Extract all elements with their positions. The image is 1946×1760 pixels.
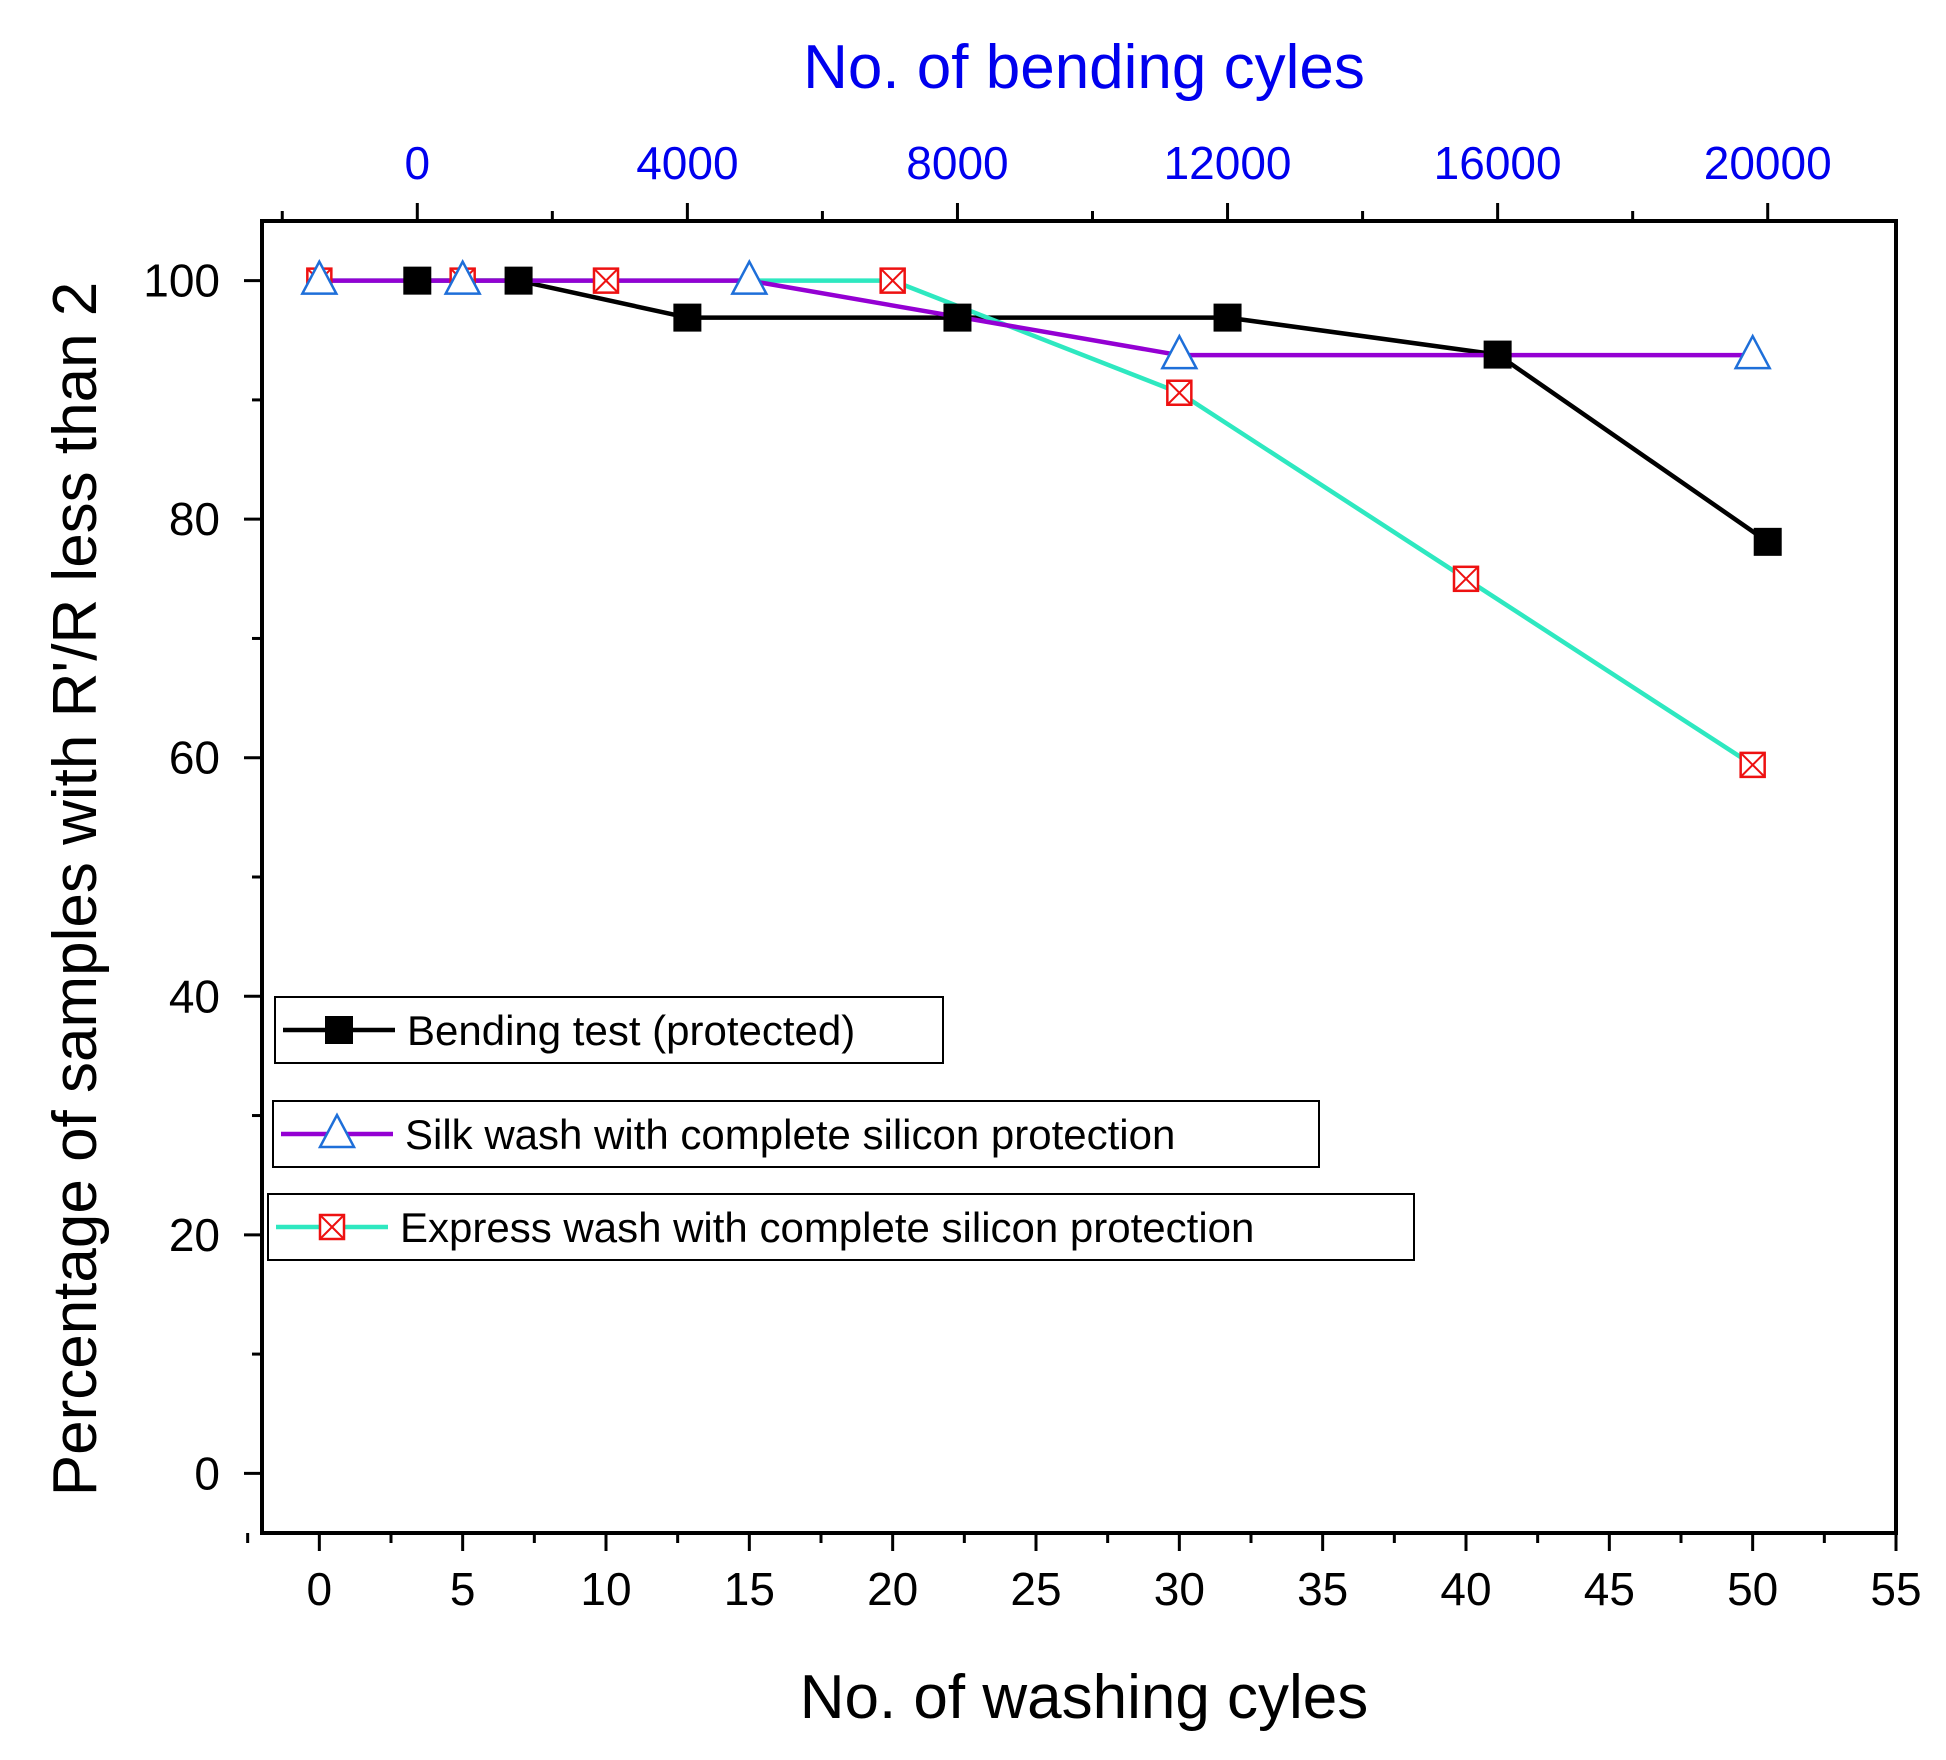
x2-tick-label: 0 bbox=[405, 137, 431, 189]
axis-tick-labels: 0 5 10 15 20 25 30 35 40 45 50 55 0 4000 8000 12000 1600… bbox=[143, 137, 1921, 1615]
data-point-0 bbox=[943, 303, 972, 332]
data-point-0 bbox=[673, 303, 702, 332]
top-x-axis-title: No. of bending cyles bbox=[803, 33, 1365, 102]
x-tick-label: 35 bbox=[1297, 1563, 1348, 1615]
legend-label: Silk wash with complete silicon protecti… bbox=[405, 1111, 1175, 1158]
legend-item: Bending test (protected) bbox=[274, 996, 944, 1064]
data-point-0 bbox=[504, 266, 533, 295]
x-tick-label: 30 bbox=[1154, 1563, 1205, 1615]
x2-tick-label: 8000 bbox=[906, 137, 1008, 189]
y-tick-label: 0 bbox=[194, 1447, 220, 1499]
data-point-1 bbox=[730, 258, 769, 295]
data-point-2 bbox=[1166, 379, 1193, 407]
data-point-2 bbox=[592, 267, 620, 294]
x-tick-label: 40 bbox=[1440, 1563, 1491, 1615]
x-tick-label: 25 bbox=[1010, 1563, 1061, 1615]
series-lines bbox=[319, 278, 1769, 767]
data-point-2 bbox=[1452, 565, 1480, 593]
marker-cross bbox=[319, 1214, 345, 1240]
legend: Bending test (protected) Silk wash with c… bbox=[267, 996, 1415, 1261]
data-point-2 bbox=[879, 267, 906, 294]
data-point-0 bbox=[1213, 303, 1242, 332]
x-axis-title: No. of washing cyles bbox=[800, 1663, 1369, 1732]
legend-swatch-marker bbox=[325, 1016, 353, 1044]
x-tick-label: 45 bbox=[1584, 1563, 1635, 1615]
y-tick-label: 40 bbox=[169, 970, 220, 1022]
x2-tick-label: 4000 bbox=[636, 137, 738, 189]
marker-cross bbox=[879, 267, 906, 294]
series-markers bbox=[300, 258, 1782, 779]
y-tick-label: 20 bbox=[169, 1209, 220, 1261]
x2-tick-label: 16000 bbox=[1434, 137, 1562, 189]
y-axis-title: Percentage of samples with R'/R less tha… bbox=[41, 282, 110, 1497]
x-tick-label: 10 bbox=[580, 1563, 631, 1615]
marker-cross bbox=[1166, 380, 1193, 406]
marker-cross bbox=[1453, 566, 1479, 592]
legend-label: Bending test (protected) bbox=[407, 1007, 855, 1054]
legend-box bbox=[272, 1100, 1320, 1168]
data-point-2 bbox=[1739, 751, 1766, 779]
legend-item: Silk wash with complete silicon protecti… bbox=[272, 1100, 1320, 1168]
x2-tick-label: 20000 bbox=[1704, 137, 1832, 189]
data-point-0 bbox=[1483, 340, 1512, 369]
x-tick-label: 55 bbox=[1870, 1563, 1921, 1615]
y-tick-label: 60 bbox=[169, 732, 220, 784]
data-point-1 bbox=[1733, 333, 1772, 370]
x-tick-label: 15 bbox=[724, 1563, 775, 1615]
x-tick-label: 50 bbox=[1727, 1563, 1778, 1615]
y-tick-label: 100 bbox=[143, 255, 220, 307]
x-tick-label: 5 bbox=[450, 1563, 476, 1615]
x-tick-label: 0 bbox=[307, 1563, 333, 1615]
data-point-1 bbox=[1160, 333, 1199, 370]
series-line-0 bbox=[417, 278, 1769, 544]
x2-tick-label: 12000 bbox=[1164, 137, 1292, 189]
y-tick-label: 80 bbox=[169, 493, 220, 545]
marker-cross bbox=[593, 267, 619, 294]
legend-item: Express wash with complete silicon prote… bbox=[267, 1193, 1415, 1261]
x-tick-label: 20 bbox=[867, 1563, 918, 1615]
plot-border bbox=[260, 219, 1898, 1535]
data-point-1 bbox=[300, 258, 339, 295]
plot-frame bbox=[260, 219, 1898, 1535]
axis-ticks bbox=[244, 203, 1898, 1551]
data-point-1 bbox=[443, 258, 482, 295]
data-point-0 bbox=[403, 266, 432, 295]
legend-swatch-marker bbox=[317, 1112, 357, 1149]
legend-swatch-marker bbox=[318, 1213, 346, 1241]
legend-label: Express wash with complete silicon prote… bbox=[400, 1204, 1254, 1251]
legend-box bbox=[267, 1193, 1415, 1261]
data-point-0 bbox=[1753, 527, 1782, 556]
marker-cross bbox=[1739, 752, 1766, 778]
